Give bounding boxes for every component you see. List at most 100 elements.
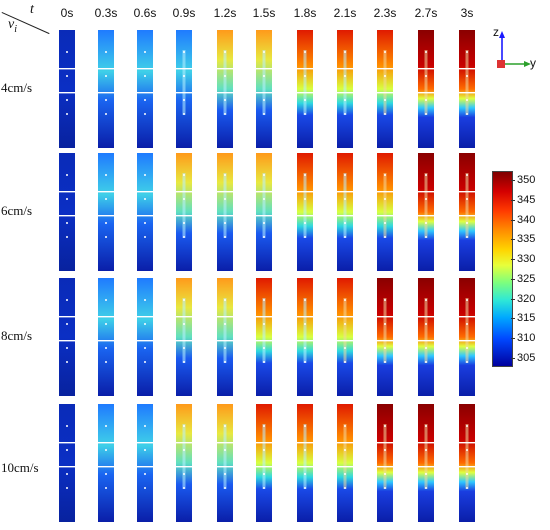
probe-point xyxy=(66,51,68,53)
layer-separator xyxy=(217,92,233,94)
probe-point xyxy=(66,473,68,475)
layer-separator xyxy=(256,191,272,193)
layer-separator xyxy=(459,316,475,318)
probe-point xyxy=(66,361,68,363)
probe-point xyxy=(224,236,226,238)
time-label: 0.6s xyxy=(133,6,157,20)
probe-point xyxy=(224,198,226,200)
probe-point xyxy=(66,113,68,115)
probe-point xyxy=(384,487,386,489)
layer-separator xyxy=(337,316,353,318)
plume-streak xyxy=(383,173,387,238)
plume-streak xyxy=(343,173,347,238)
probe-point xyxy=(384,449,386,451)
probe-point xyxy=(466,51,468,53)
probe-point xyxy=(263,174,265,176)
layer-separator xyxy=(459,191,475,193)
probe-point xyxy=(144,222,146,224)
layer-separator xyxy=(377,215,393,217)
probe-point xyxy=(263,99,265,101)
probe-point xyxy=(144,299,146,301)
temperature-colorbar xyxy=(492,171,513,367)
layer-separator xyxy=(137,442,153,444)
layer-separator xyxy=(418,68,434,70)
plume-streak xyxy=(343,424,347,489)
layer-separator xyxy=(256,68,272,70)
colorbar-tick-mark xyxy=(511,179,515,181)
layer-separator xyxy=(59,316,75,318)
probe-point xyxy=(144,487,146,489)
colorbar-tick-label: 335 xyxy=(517,233,536,246)
probe-point xyxy=(304,113,306,115)
probe-point xyxy=(66,323,68,325)
layer-separator xyxy=(297,191,313,193)
probe-point xyxy=(224,473,226,475)
probe-point xyxy=(183,113,185,115)
plume-streak xyxy=(182,298,186,363)
layer-separator xyxy=(217,215,233,217)
probe-point xyxy=(466,113,468,115)
plume-streak xyxy=(262,298,266,363)
colorbar-tick-label: 310 xyxy=(517,332,536,345)
layer-separator xyxy=(377,92,393,94)
plume-streak xyxy=(262,424,266,489)
probe-point xyxy=(425,236,427,238)
layer-separator xyxy=(418,191,434,193)
probe-point xyxy=(425,323,427,325)
layer-separator xyxy=(256,92,272,94)
probe-point xyxy=(263,75,265,77)
layer-separator xyxy=(59,68,75,70)
probe-point xyxy=(105,51,107,53)
time-label: 0.9s xyxy=(172,6,196,20)
plume-streak xyxy=(182,424,186,489)
layer-separator xyxy=(459,466,475,468)
layer-separator xyxy=(176,191,192,193)
probe-point xyxy=(384,425,386,427)
probe-point xyxy=(384,347,386,349)
probe-point xyxy=(384,236,386,238)
probe-point xyxy=(425,99,427,101)
probe-point xyxy=(384,75,386,77)
row-label: 10cm/s xyxy=(1,460,39,475)
probe-point xyxy=(425,299,427,301)
plume-streak xyxy=(465,298,469,363)
probe-point xyxy=(183,347,185,349)
probe-point xyxy=(344,198,346,200)
colorbar-tick-label: 330 xyxy=(517,253,536,266)
probe-point xyxy=(466,347,468,349)
colorbar-tick-mark xyxy=(511,199,515,201)
layer-separator xyxy=(137,340,153,342)
plume-streak xyxy=(424,173,428,238)
probe-point xyxy=(425,51,427,53)
layer-separator xyxy=(176,316,192,318)
probe-point xyxy=(425,449,427,451)
probe-point xyxy=(105,174,107,176)
probe-point xyxy=(344,473,346,475)
layer-separator xyxy=(98,316,114,318)
probe-point xyxy=(344,99,346,101)
probe-point xyxy=(263,425,265,427)
probe-point xyxy=(344,222,346,224)
z-axis-label: z xyxy=(493,25,499,39)
time-label: 0s xyxy=(60,6,74,20)
probe-point xyxy=(344,51,346,53)
probe-point xyxy=(105,425,107,427)
probe-point xyxy=(144,449,146,451)
probe-point xyxy=(144,425,146,427)
plume-streak xyxy=(424,298,428,363)
probe-point xyxy=(66,425,68,427)
probe-point xyxy=(344,347,346,349)
probe-point xyxy=(224,99,226,101)
layer-separator xyxy=(337,340,353,342)
probe-point xyxy=(304,236,306,238)
probe-point xyxy=(304,198,306,200)
plume-streak xyxy=(262,173,266,238)
plume-streak xyxy=(424,50,428,115)
probe-point xyxy=(384,174,386,176)
probe-point xyxy=(384,198,386,200)
probe-point xyxy=(466,487,468,489)
time-label: 2.7s xyxy=(414,6,438,20)
probe-point xyxy=(183,99,185,101)
simulation-panel xyxy=(59,278,75,396)
